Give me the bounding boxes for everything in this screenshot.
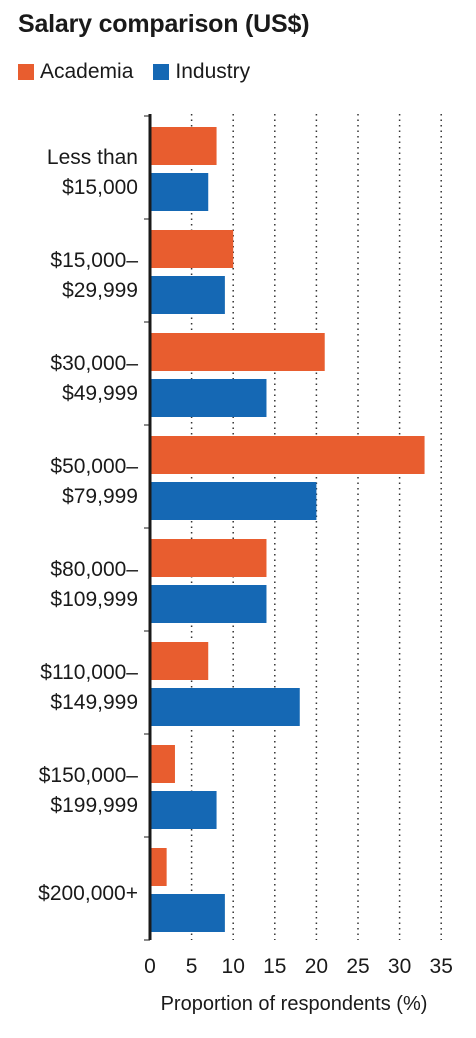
category-label-4-1: $109,999 xyxy=(50,588,138,611)
category-label-3-0: $50,000– xyxy=(50,455,138,478)
category-label-6-1: $199,999 xyxy=(50,794,138,817)
bar-industry-5 xyxy=(150,688,300,726)
bar-academia-4 xyxy=(150,539,267,577)
legend-swatch-academia xyxy=(18,64,34,80)
x-axis-title: Proportion of respondents (%) xyxy=(161,993,428,1015)
category-label-2-1: $49,999 xyxy=(62,382,138,405)
x-tick-label-20: 20 xyxy=(305,955,328,978)
legend-item-academia: Academia xyxy=(18,60,133,84)
category-label-5-1: $149,999 xyxy=(50,691,138,714)
legend-item-industry: Industry xyxy=(153,60,250,84)
bar-industry-1 xyxy=(150,276,225,314)
category-label-0-1: $15,000 xyxy=(62,176,138,199)
bar-industry-3 xyxy=(150,482,317,520)
category-label-0-0: Less than xyxy=(47,146,138,169)
x-tick-label-25: 25 xyxy=(346,955,369,978)
x-tick-label-10: 10 xyxy=(222,955,245,978)
x-tick-label-5: 5 xyxy=(186,955,198,978)
chart-title: Salary comparison (US$) xyxy=(18,10,310,38)
category-label-7-0: $200,000+ xyxy=(38,882,138,905)
category-label-6-0: $150,000– xyxy=(39,764,139,787)
bar-academia-0 xyxy=(150,127,217,165)
category-label-1-1: $29,999 xyxy=(62,279,138,302)
bar-industry-7 xyxy=(150,894,225,932)
x-tick-label-30: 30 xyxy=(388,955,411,978)
legend-label-industry: Industry xyxy=(175,60,251,83)
category-label-1-0: $15,000– xyxy=(50,249,138,272)
x-tick-label-35: 35 xyxy=(430,955,453,978)
bar-academia-3 xyxy=(150,436,425,474)
legend-swatch-industry xyxy=(153,64,170,80)
bar-industry-0 xyxy=(150,173,209,211)
bar-academia-1 xyxy=(150,230,234,268)
bar-industry-6 xyxy=(150,791,217,829)
category-label-2-0: $30,000– xyxy=(50,352,138,375)
bar-academia-6 xyxy=(150,745,175,783)
bar-academia-5 xyxy=(150,642,209,680)
bar-industry-2 xyxy=(150,379,267,417)
bar-academia-7 xyxy=(150,848,167,886)
legend-label-academia: Academia xyxy=(40,60,134,83)
category-label-3-1: $79,999 xyxy=(62,485,138,508)
bar-industry-4 xyxy=(150,585,267,623)
x-tick-label-0: 0 xyxy=(144,955,156,978)
category-label-4-0: $80,000– xyxy=(50,558,138,581)
x-tick-label-15: 15 xyxy=(263,955,286,978)
category-label-5-0: $110,000– xyxy=(40,661,138,684)
bar-academia-2 xyxy=(150,333,325,371)
legend: Academia Industry xyxy=(18,60,270,84)
